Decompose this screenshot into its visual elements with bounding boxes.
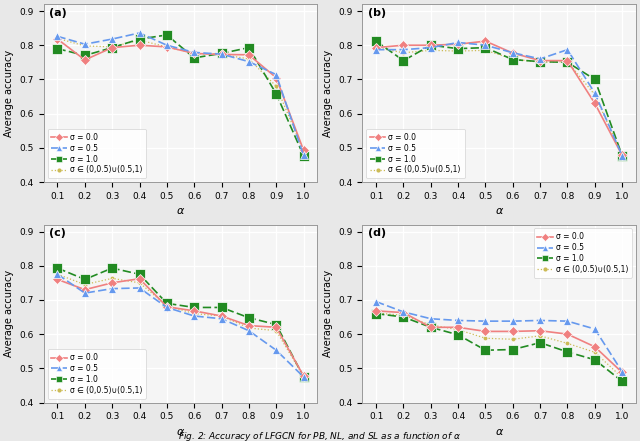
Text: (a): (a) <box>49 8 67 18</box>
Text: (c): (c) <box>49 228 66 238</box>
Y-axis label: Average accuracy: Average accuracy <box>323 270 333 357</box>
Text: (d): (d) <box>368 228 386 238</box>
Y-axis label: Average accuracy: Average accuracy <box>4 49 14 137</box>
X-axis label: α: α <box>177 427 184 437</box>
Legend: σ = 0.0, σ = 0.5, σ = 1.0, σ ∈ (0,0.5)∪(0.5,1): σ = 0.0, σ = 0.5, σ = 1.0, σ ∈ (0,0.5)∪(… <box>47 349 146 399</box>
Y-axis label: Average accuracy: Average accuracy <box>4 270 14 357</box>
Text: Fig. 2: Accuracy of LFGCN for PB, NL, and SL as a function of $\alpha$: Fig. 2: Accuracy of LFGCN for PB, NL, an… <box>179 430 461 441</box>
X-axis label: α: α <box>495 206 503 217</box>
Legend: σ = 0.0, σ = 0.5, σ = 1.0, σ ∈ (0,0.5)∪(0.5,1): σ = 0.0, σ = 0.5, σ = 1.0, σ ∈ (0,0.5)∪(… <box>534 228 632 278</box>
X-axis label: α: α <box>495 427 503 437</box>
X-axis label: α: α <box>177 206 184 217</box>
Legend: σ = 0.0, σ = 0.5, σ = 1.0, σ ∈ (0,0.5)∪(0.5,1): σ = 0.0, σ = 0.5, σ = 1.0, σ ∈ (0,0.5)∪(… <box>47 129 146 178</box>
Y-axis label: Average accuracy: Average accuracy <box>323 49 333 137</box>
Text: (b): (b) <box>368 8 386 18</box>
Legend: σ = 0.0, σ = 0.5, σ = 1.0, σ ∈ (0,0.5)∪(0.5,1): σ = 0.0, σ = 0.5, σ = 1.0, σ ∈ (0,0.5)∪(… <box>366 129 465 178</box>
